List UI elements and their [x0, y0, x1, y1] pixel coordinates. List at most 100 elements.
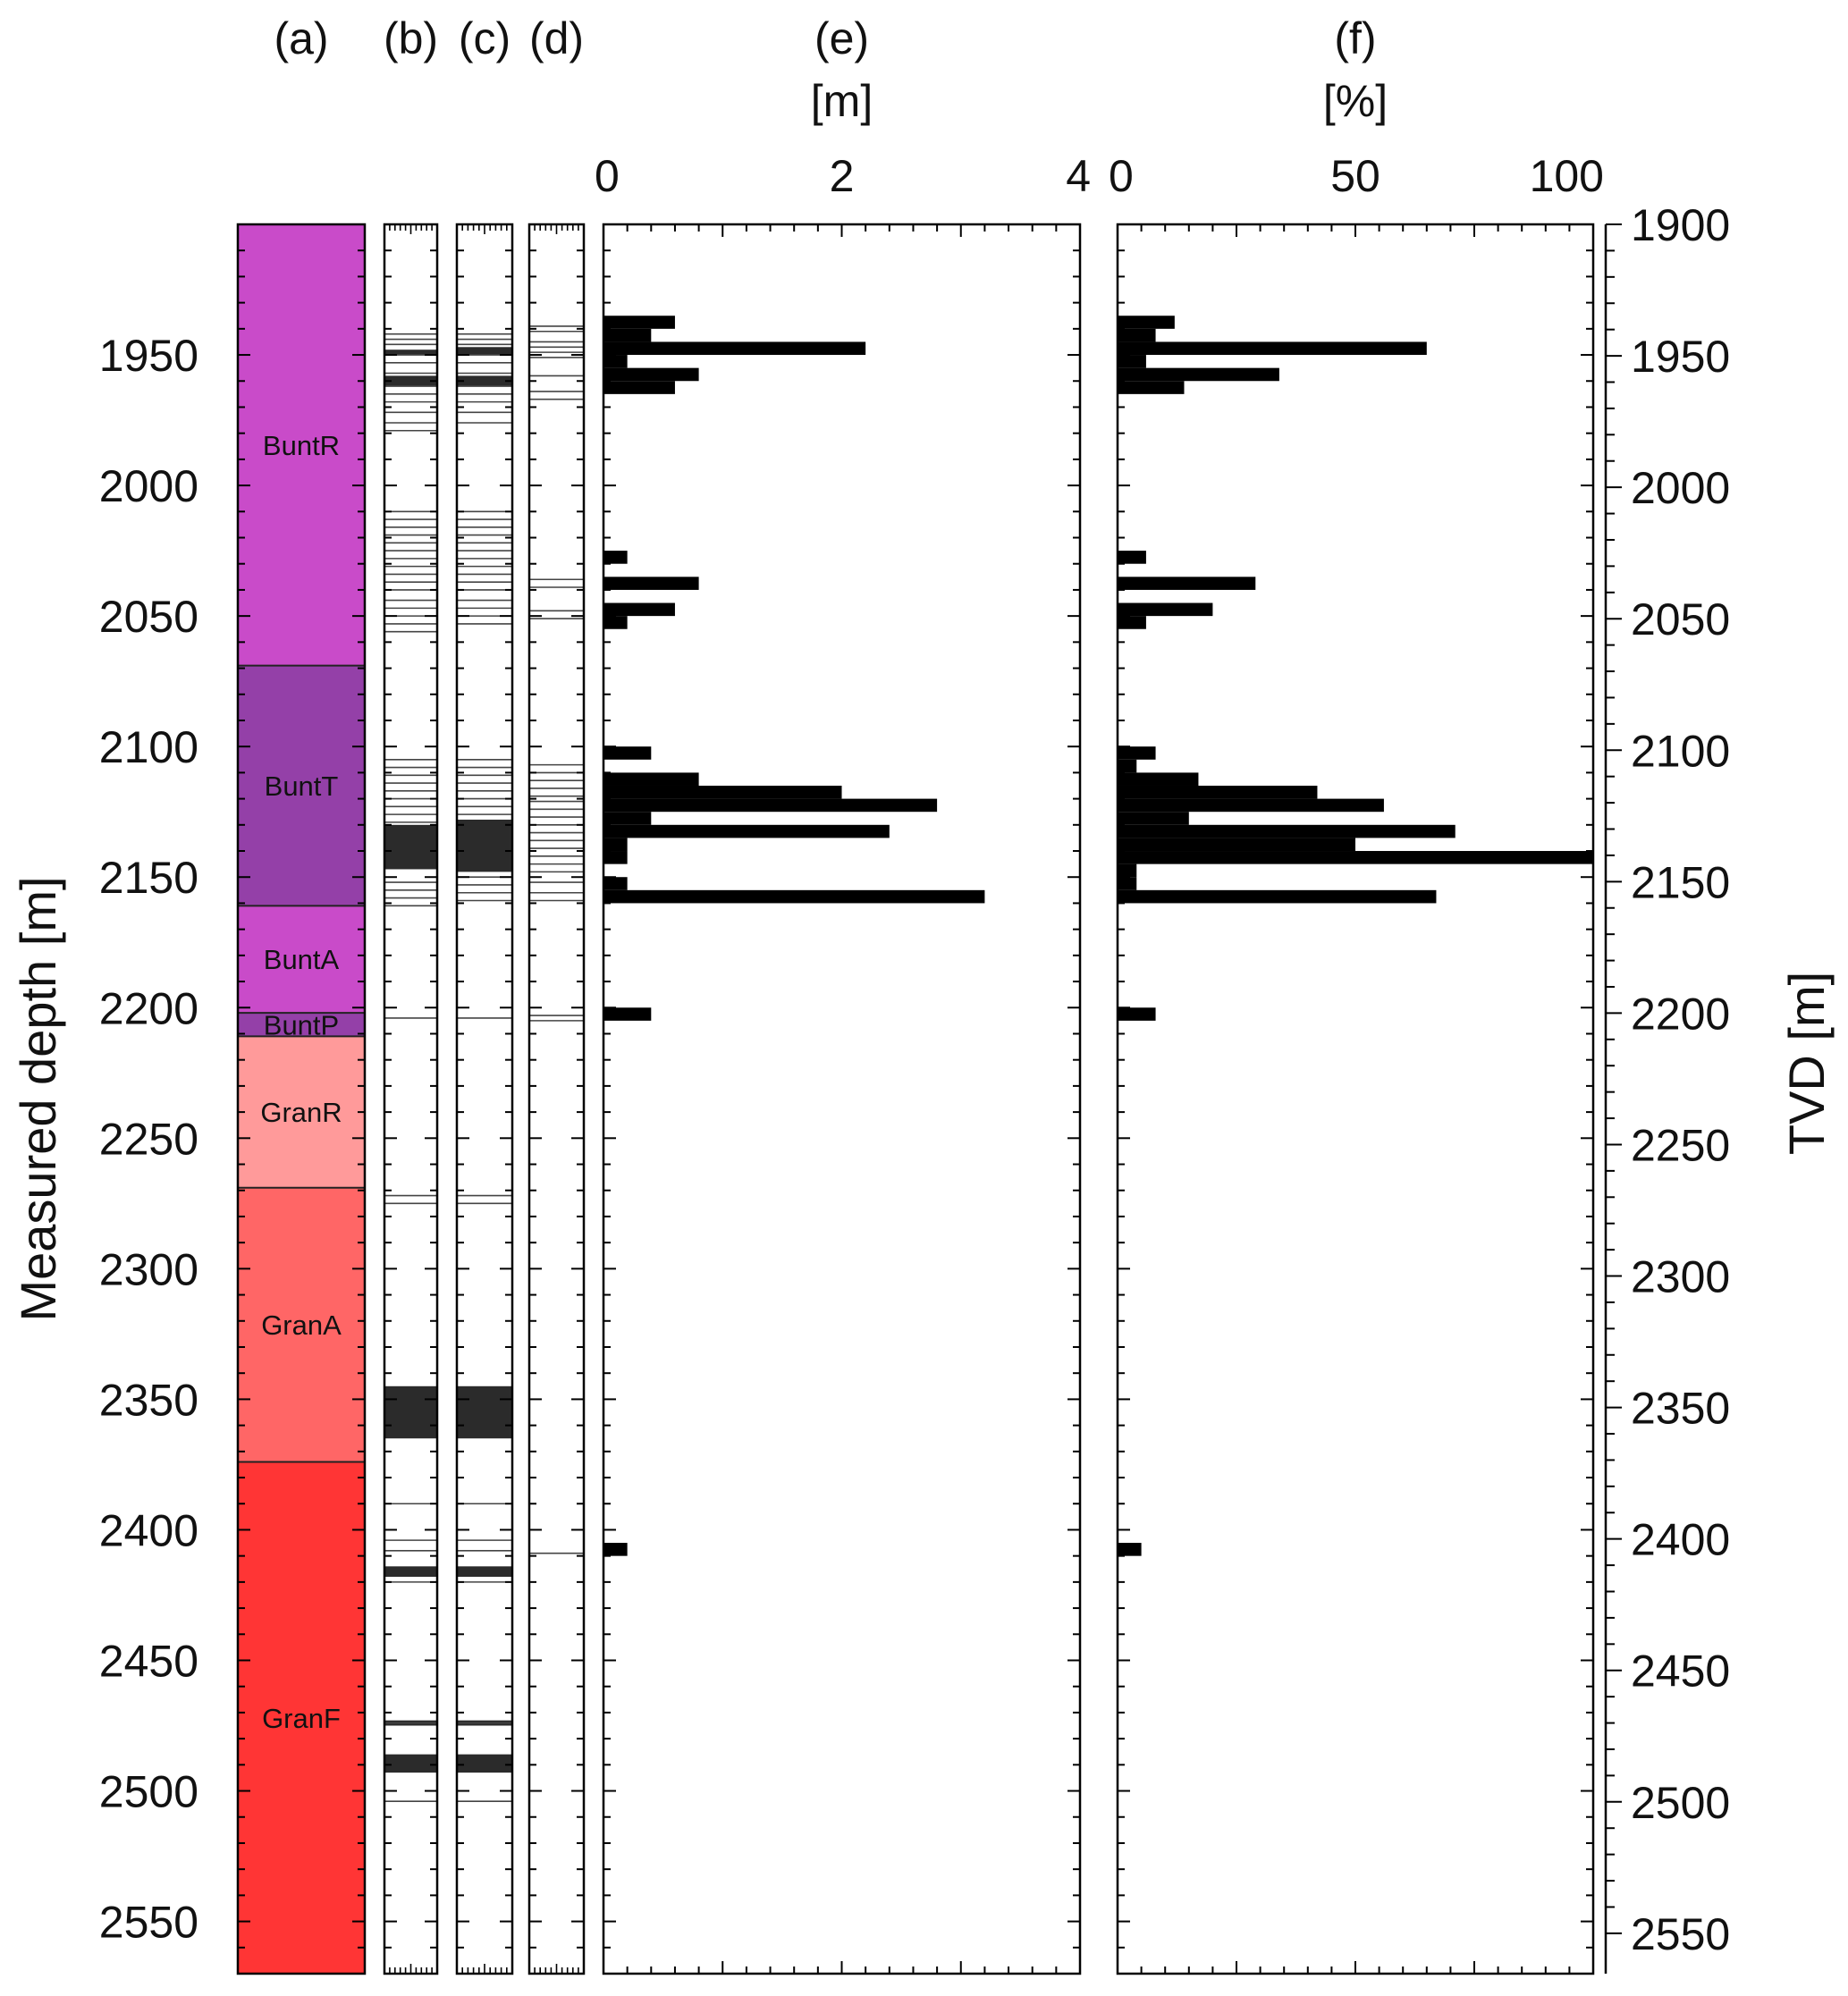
- formation-buntr: [238, 224, 365, 666]
- bar-e: [603, 838, 628, 852]
- panel-unit-f: [%]: [1323, 76, 1388, 126]
- bar-e: [603, 1007, 652, 1021]
- bar-f: [1118, 551, 1146, 564]
- fracture-zone-b: [384, 1754, 437, 1773]
- fracture-zone-c: [457, 1754, 512, 1773]
- md-tick-label: 2400: [99, 1505, 198, 1555]
- bar-f: [1118, 812, 1189, 825]
- tvd-tick-label: 2500: [1631, 1778, 1730, 1828]
- bar-panels: [603, 316, 1593, 1556]
- fracture-zone-b: [384, 1566, 437, 1578]
- formation-granr: [238, 1036, 365, 1188]
- formation-grana: [238, 1187, 365, 1462]
- fracture-zone-b: [384, 1385, 437, 1439]
- bar-e: [603, 355, 628, 368]
- tvd-tick-label: 2400: [1631, 1515, 1730, 1565]
- tvd-tick-label: 2050: [1631, 594, 1730, 644]
- axis-labels: 0 2 4 0 50 100(a) (b) (c) (d) (e)[m](f)[%]1950200…: [10, 13, 1835, 1959]
- bar-f: [1118, 616, 1146, 629]
- bar-e: [603, 785, 842, 799]
- tvd-axis-title: TVD [m]: [1778, 972, 1835, 1155]
- md-tick-label: 2350: [99, 1375, 198, 1425]
- bar-e: [603, 798, 938, 813]
- md-tick-label: 2000: [99, 461, 198, 511]
- tvd-tick-label: 2450: [1631, 1646, 1730, 1697]
- bar-f: [1118, 355, 1146, 368]
- formation-label-buntr: BuntR: [263, 430, 340, 461]
- bar-e: [603, 824, 890, 838]
- fracture-zone-b: [384, 350, 437, 356]
- bar-f: [1118, 577, 1256, 590]
- tvd-tick-label: 2350: [1631, 1384, 1730, 1434]
- fracture-zone-b: [384, 824, 437, 870]
- x-tick-label-f: 100: [1530, 151, 1604, 201]
- tick-marks: [238, 223, 1622, 1975]
- bar-e: [603, 551, 628, 564]
- tvd-tick-label: 2250: [1631, 1120, 1730, 1170]
- fracture-zone-b: [384, 375, 437, 387]
- bar-e: [603, 746, 652, 760]
- bar-e: [603, 602, 675, 617]
- bar-f: [1118, 785, 1318, 799]
- tvd-tick-label: 2300: [1631, 1252, 1730, 1302]
- x-tick-label-e: 2: [830, 151, 855, 201]
- bar-e: [603, 381, 675, 394]
- bar-f: [1118, 824, 1456, 838]
- bar-e: [603, 616, 628, 629]
- formation-label-grana: GranA: [261, 1310, 342, 1341]
- tvd-tick-label: 2100: [1631, 726, 1730, 776]
- formation-buntp: [238, 1013, 365, 1037]
- panel-header-a: (a): [274, 13, 328, 63]
- bar-f: [1118, 759, 1137, 773]
- fracture-log-columns: [384, 325, 584, 1803]
- bar-e: [603, 889, 985, 904]
- md-tick-label: 2150: [99, 853, 198, 903]
- formation-label-granr: GranR: [260, 1097, 342, 1128]
- tvd-tick-label: 2200: [1631, 989, 1730, 1039]
- fracture-zone-c: [457, 819, 512, 872]
- tvd-tick-label: 2150: [1631, 857, 1730, 907]
- x-tick-label-e: 4: [1066, 151, 1091, 201]
- bar-f: [1118, 889, 1437, 904]
- md-tick-label: 1950: [99, 331, 198, 381]
- panel-header-b: (b): [384, 13, 438, 63]
- bar-f: [1118, 381, 1185, 394]
- md-tick-label: 2250: [99, 1114, 198, 1164]
- bar-f: [1118, 341, 1427, 356]
- formation-label-granf: GranF: [262, 1703, 341, 1734]
- bar-e: [603, 812, 652, 825]
- md-axis-title: Measured depth [m]: [10, 876, 66, 1321]
- tvd-tick-label: 2000: [1631, 463, 1730, 513]
- formation-label-bunta: BuntA: [264, 944, 340, 975]
- md-tick-label: 2100: [99, 722, 198, 772]
- bar-f: [1118, 851, 1593, 864]
- fracture-zone-c: [457, 1385, 512, 1439]
- bar-f: [1118, 367, 1279, 382]
- tvd-tick-label: 1950: [1631, 332, 1730, 382]
- bar-e: [603, 341, 866, 356]
- x-tick-label-f: 50: [1330, 151, 1380, 201]
- md-tick-label: 2450: [99, 1636, 198, 1686]
- bar-f: [1118, 746, 1156, 760]
- fracture-zone-c: [457, 347, 512, 356]
- bar-e: [603, 367, 699, 382]
- bar-e: [603, 1543, 628, 1556]
- panel-frame-a: [236, 223, 367, 1975]
- bar-f: [1118, 772, 1199, 786]
- panel-unit-e: [m]: [811, 76, 873, 126]
- panel-header-f: (f): [1334, 13, 1376, 63]
- fracture-zone-c: [457, 1566, 512, 1578]
- formation-label-buntt: BuntT: [265, 771, 339, 802]
- bar-e: [603, 851, 628, 864]
- formation-granf: [238, 1461, 365, 1974]
- tvd-tick-label: 2550: [1631, 1909, 1730, 1959]
- panel-header-e: (e): [814, 13, 869, 63]
- fracture-zone-c: [457, 375, 512, 387]
- panel-header-d: (d): [529, 13, 584, 63]
- md-tick-label: 2050: [99, 592, 198, 642]
- md-tick-label: 2500: [99, 1767, 198, 1817]
- formation-bunta: [238, 905, 365, 1014]
- tvd-tick-label: 1900: [1631, 200, 1730, 250]
